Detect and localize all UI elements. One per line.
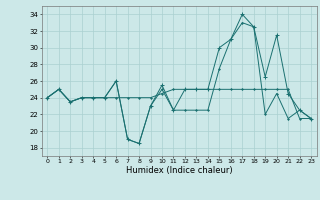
X-axis label: Humidex (Indice chaleur): Humidex (Indice chaleur) <box>126 166 233 175</box>
